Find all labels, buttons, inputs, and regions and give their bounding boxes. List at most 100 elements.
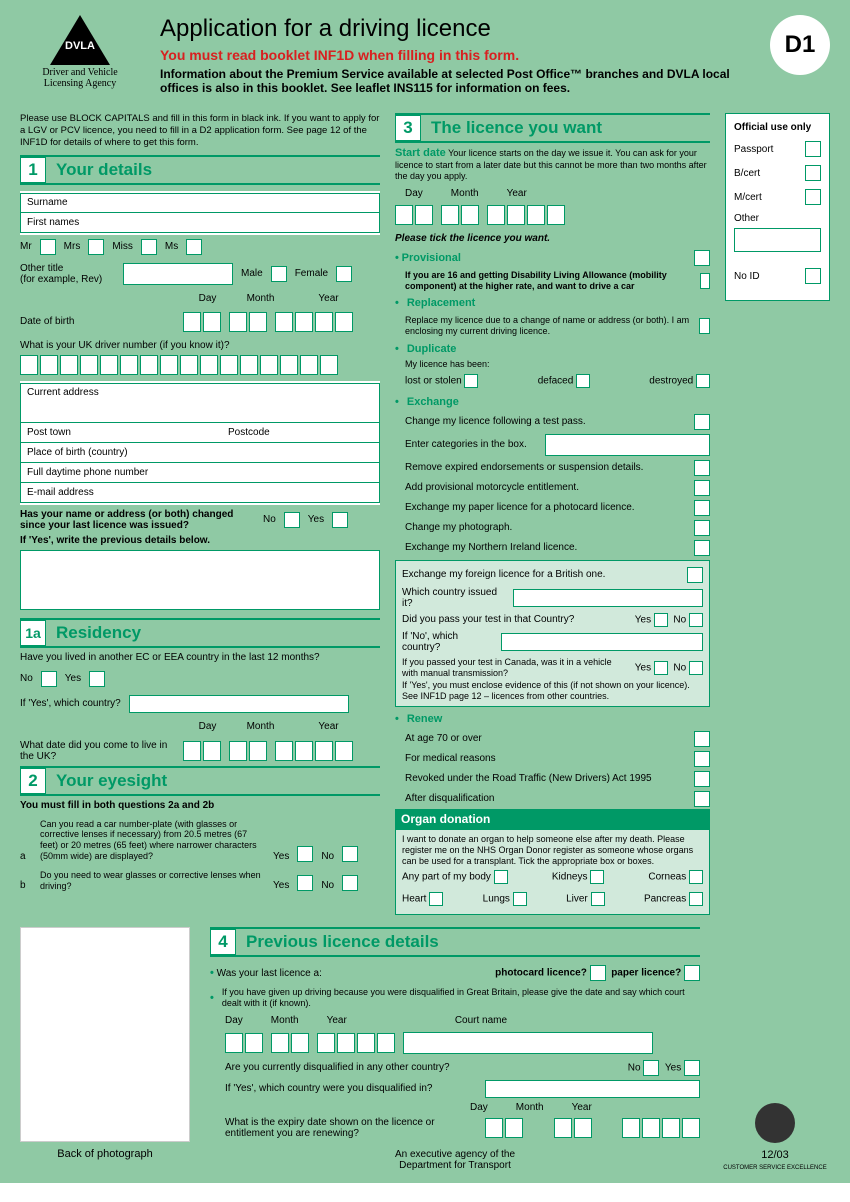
- q2b-no-checkbox[interactable]: [342, 875, 358, 891]
- ex3-label: Add provisional motorcycle entitlement.: [405, 482, 579, 493]
- address-field[interactable]: Current address: [20, 383, 380, 423]
- start-month-cells[interactable]: [441, 205, 479, 225]
- miss-checkbox[interactable]: [141, 239, 157, 255]
- disq-month-cells[interactable]: [271, 1033, 309, 1053]
- r2-checkbox[interactable]: [694, 751, 710, 767]
- female-checkbox[interactable]: [336, 266, 352, 282]
- firstnames-field[interactable]: First names: [20, 213, 380, 233]
- other-title-input[interactable]: [123, 263, 233, 285]
- res-yes-checkbox[interactable]: [89, 671, 105, 687]
- uk-year-cells[interactable]: [275, 741, 353, 761]
- disq-day-cells[interactable]: [225, 1033, 263, 1053]
- exp-year-cells[interactable]: [622, 1118, 700, 1138]
- lost-checkbox[interactable]: [464, 374, 478, 388]
- email-label: E-mail address: [27, 487, 94, 498]
- official-bcert-checkbox[interactable]: [805, 165, 821, 181]
- ex2-checkbox[interactable]: [694, 460, 710, 476]
- which-country-input[interactable]: [513, 589, 703, 607]
- start-day-label: Day: [405, 188, 423, 199]
- male-checkbox[interactable]: [271, 266, 287, 282]
- defaced-checkbox[interactable]: [576, 374, 590, 388]
- disq-year-cells[interactable]: [317, 1033, 395, 1053]
- ex5-checkbox[interactable]: [694, 520, 710, 536]
- canada-no-checkbox[interactable]: [689, 661, 703, 675]
- official-noid-checkbox[interactable]: [805, 268, 821, 284]
- currently-yes-checkbox[interactable]: [684, 1060, 700, 1076]
- mr-label: Mr: [20, 241, 32, 252]
- section-4-title: Previous licence details: [246, 932, 439, 952]
- defaced-label: defaced: [538, 375, 574, 386]
- q2b-yes-checkbox[interactable]: [297, 875, 313, 891]
- pass-yes-checkbox[interactable]: [654, 613, 668, 627]
- email-field[interactable]: E-mail address: [20, 483, 380, 503]
- dob-day-cells[interactable]: [183, 312, 221, 332]
- changed-ifyes-label: If 'Yes', write the previous details bel…: [20, 535, 210, 546]
- disq-year-label: Year: [327, 1015, 347, 1026]
- pob-field[interactable]: Place of birth (country): [20, 443, 380, 463]
- ex1-checkbox[interactable]: [694, 414, 710, 430]
- phone-field[interactable]: Full daytime phone number: [20, 463, 380, 483]
- surname-field[interactable]: Surname: [20, 193, 380, 213]
- ex4-checkbox[interactable]: [694, 500, 710, 516]
- which-dis-input[interactable]: [485, 1080, 700, 1098]
- pass-no-checkbox[interactable]: [689, 613, 703, 627]
- official-other-input[interactable]: [734, 228, 821, 252]
- exp-month-cells[interactable]: [554, 1118, 592, 1138]
- changed-yes-checkbox[interactable]: [332, 512, 348, 528]
- paper-checkbox[interactable]: [684, 965, 700, 981]
- header-bar: Driver and Vehicle Licensing Agency Appl…: [0, 0, 850, 105]
- photocard-checkbox[interactable]: [590, 965, 606, 981]
- mr-checkbox[interactable]: [40, 239, 56, 255]
- ex7-checkbox[interactable]: [687, 567, 703, 583]
- r2-label: For medical reasons: [405, 753, 496, 764]
- start-day-cells[interactable]: [395, 205, 433, 225]
- changed-no-checkbox[interactable]: [284, 512, 300, 528]
- duplicate-text: My licence has been:: [395, 359, 710, 370]
- organ-heart-checkbox[interactable]: [429, 892, 443, 906]
- r3-checkbox[interactable]: [694, 771, 710, 787]
- res-no-checkbox[interactable]: [41, 671, 57, 687]
- r1-checkbox[interactable]: [694, 731, 710, 747]
- exp-year-label: Year: [572, 1102, 592, 1113]
- currently-no-label: No: [628, 1063, 641, 1074]
- r4-checkbox[interactable]: [694, 791, 710, 807]
- uk-month-cells[interactable]: [229, 741, 267, 761]
- ifno-country-input[interactable]: [501, 633, 703, 651]
- canada-yes-checkbox[interactable]: [654, 661, 668, 675]
- posttown-row[interactable]: Post townPostcode: [20, 423, 380, 443]
- organ-liver-checkbox[interactable]: [591, 892, 605, 906]
- court-input[interactable]: [403, 1032, 653, 1054]
- start-year-cells[interactable]: [487, 205, 565, 225]
- organ-pancreas-checkbox[interactable]: [689, 892, 703, 906]
- previous-details-textarea[interactable]: [20, 550, 380, 610]
- q2a-yes-checkbox[interactable]: [297, 846, 313, 862]
- driver-num-cells[interactable]: [20, 355, 380, 375]
- currently-no-checkbox[interactable]: [643, 1060, 659, 1076]
- res-country-input[interactable]: [129, 695, 349, 713]
- q2b-no-label: No: [321, 880, 334, 891]
- official-passport-checkbox[interactable]: [805, 141, 821, 157]
- official-use-box: Official use only Passport B/cert M/cert…: [725, 113, 830, 301]
- destroyed-checkbox[interactable]: [696, 374, 710, 388]
- organ-corneas-checkbox[interactable]: [689, 870, 703, 884]
- mrs-checkbox[interactable]: [88, 239, 104, 255]
- organ-lungs-checkbox[interactable]: [513, 892, 527, 906]
- ex-cat-input[interactable]: [545, 434, 710, 456]
- provisional-16-checkbox[interactable]: [700, 273, 710, 289]
- other-title-label: Other title: [20, 263, 63, 274]
- replacement-checkbox[interactable]: [699, 318, 710, 334]
- organ-kidneys-checkbox[interactable]: [590, 870, 604, 884]
- dob-year-cells[interactable]: [275, 312, 353, 332]
- ms-checkbox[interactable]: [186, 239, 202, 255]
- ex3-checkbox[interactable]: [694, 480, 710, 496]
- exp-day-cells[interactable]: [485, 1118, 523, 1138]
- organ-any-checkbox[interactable]: [494, 870, 508, 884]
- uk-day-cells[interactable]: [183, 741, 221, 761]
- dob-month-cells[interactable]: [229, 312, 267, 332]
- provisional-checkbox[interactable]: [694, 250, 710, 266]
- q2a-no-checkbox[interactable]: [342, 846, 358, 862]
- official-mcert-checkbox[interactable]: [805, 189, 821, 205]
- posttown-label: Post town: [27, 427, 222, 438]
- res-ifyes-label: If 'Yes', which country?: [20, 698, 121, 709]
- ex6-checkbox[interactable]: [694, 540, 710, 556]
